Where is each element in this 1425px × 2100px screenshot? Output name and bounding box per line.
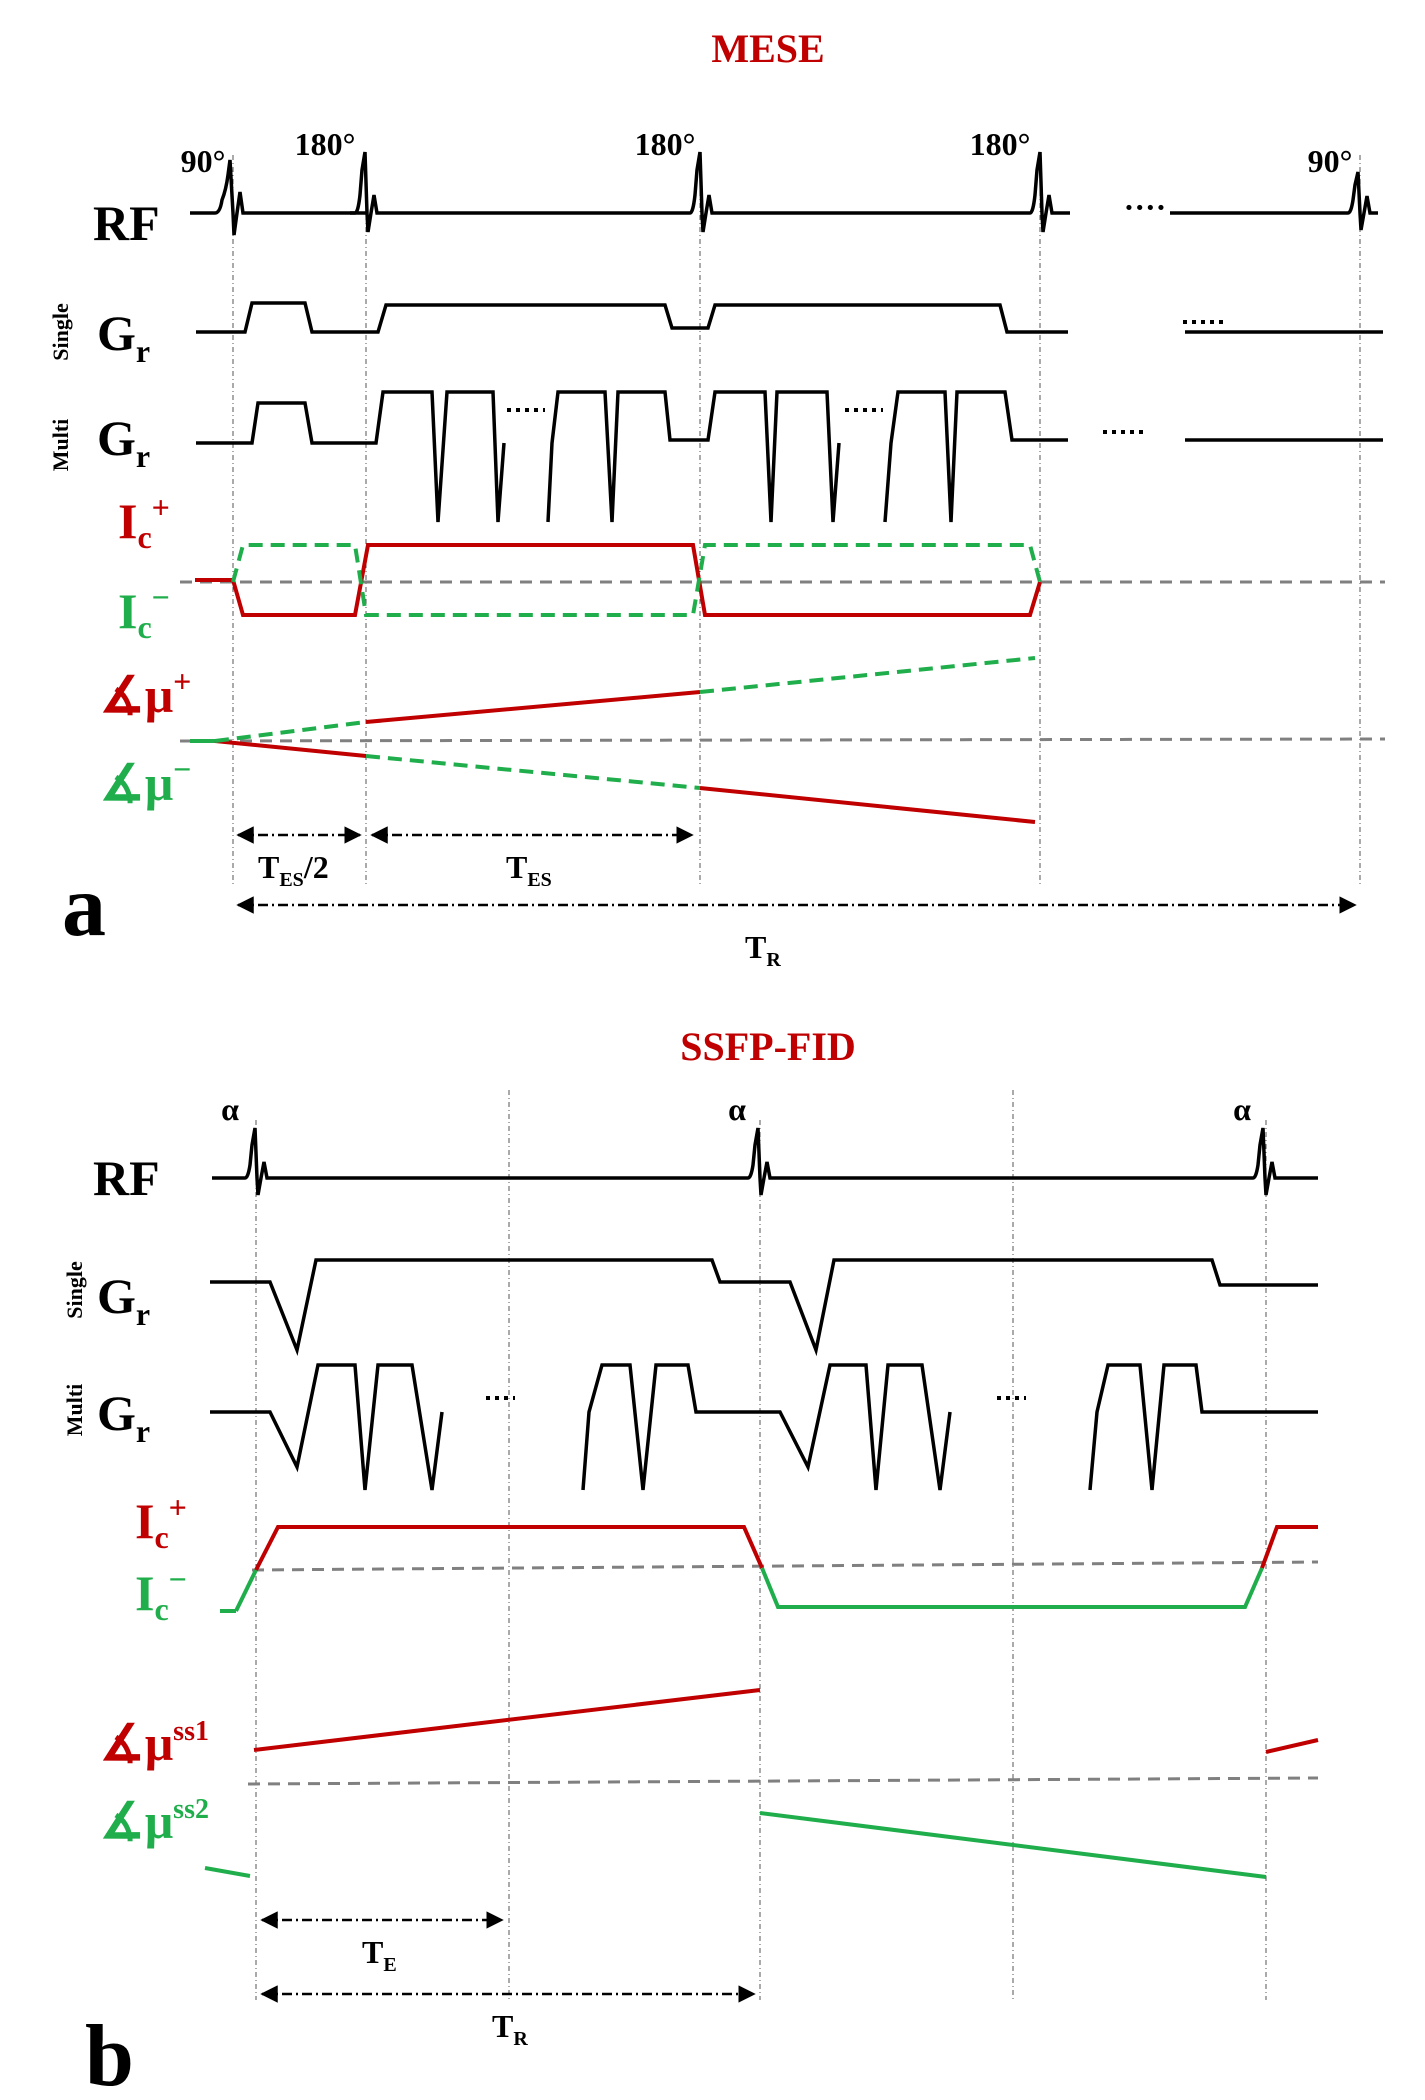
tes-half-label: TES/2 <box>258 849 329 891</box>
ic-plus-trace-b <box>254 1525 764 1571</box>
panel-b-label: b <box>85 2008 134 2100</box>
pulse-label-alpha-1: α <box>221 1091 239 1127</box>
panel-b-timing-guides <box>255 1090 1267 2000</box>
mu-ss2-label-b: ∡μss2 <box>100 1793 209 1849</box>
panel-a-label: a <box>62 858 106 955</box>
mu-ss1-trace-b <box>253 1688 761 1752</box>
pulse-label-180-3: 180° <box>970 126 1031 162</box>
gr-multi-waveform-b <box>210 1363 1318 1491</box>
pulse-label-90-2: 90° <box>1308 143 1353 179</box>
mu-red-seg-2 <box>365 690 701 724</box>
gr-single-label-b: Gr <box>97 1268 150 1332</box>
gr-single-waveform-b <box>210 1258 1318 1357</box>
mu-green-seg-1 <box>214 720 367 743</box>
panel-a-title: MESE <box>711 26 824 71</box>
rf-waveform-b <box>212 1127 1318 1196</box>
rf-waveform-a <box>190 151 1378 236</box>
gr-multi-label-a: Gr <box>97 410 150 474</box>
timing-arrows-b <box>260 1911 756 2003</box>
tes-label: TES <box>506 849 552 891</box>
ic-minus-trace-b <box>760 1567 1264 1609</box>
panel-b-title: SSFP-FID <box>680 1024 856 1069</box>
tr-label-b: TR <box>492 2008 528 2050</box>
ellipsis-rf-a: ···· <box>1124 189 1167 225</box>
mu-ss1-label-b: ∡μss1 <box>100 1715 209 1771</box>
panel-a-timing-guides <box>232 155 1361 885</box>
mu-ss1-end-b <box>1265 1738 1319 1754</box>
rf-label-b: RF <box>93 1150 160 1206</box>
ic-minus-label-b: Ic− <box>135 1561 187 1627</box>
ic-minus-label-a: Ic− <box>118 579 170 645</box>
ic-minus-trace-a <box>231 543 1042 617</box>
mu-baseline-b <box>247 1776 1319 1786</box>
pulse-label-180-2: 180° <box>635 126 696 162</box>
mu-red-seg-3 <box>699 786 1036 824</box>
panel-b: SSFP-FID α α α RF Gr Single Gr Multi Ic+ <box>62 1024 1319 2100</box>
ic-baseline-b <box>251 1560 1319 1572</box>
gr-single-waveform-a <box>196 301 1068 334</box>
mu-green-seg-2 <box>365 754 701 790</box>
single-label-b: Single <box>62 1261 87 1319</box>
pulse-label-180-1: 180° <box>295 126 356 162</box>
mu-baseline-a <box>179 737 1386 743</box>
ic-plus-label-a: Ic+ <box>118 489 170 555</box>
multi-label-a: Multi <box>48 419 73 472</box>
mu-red-seg-1 <box>214 739 367 758</box>
pulse-label-90-1: 90° <box>181 143 226 179</box>
gr-multi-label-b: Gr <box>97 1385 150 1449</box>
gr-multi-waveform-a <box>196 390 1383 523</box>
single-label-a: Single <box>48 303 73 361</box>
mu-minus-label-a: ∡μ− <box>100 751 191 811</box>
ic-plus-trace-a <box>195 543 1042 617</box>
panel-a: MESE 90° 180° 180° 180° 90° RF ···· Gr S… <box>48 26 1386 971</box>
pulse-label-alpha-3: α <box>1233 1091 1251 1127</box>
ic-plus-end-b <box>1260 1525 1318 1569</box>
mu-ss2-trace-b <box>759 1811 1267 1879</box>
te-label-b: TE <box>362 1934 397 1976</box>
multi-label-b: Multi <box>62 1384 87 1437</box>
mu-green-seg-3 <box>699 656 1036 694</box>
rf-label-a: RF <box>93 195 160 251</box>
ic-minus-rise-b <box>234 1569 258 1612</box>
ic-plus-label-b: Ic+ <box>135 1489 187 1555</box>
pulse-label-alpha-2: α <box>728 1091 746 1127</box>
mu-ss2-start-b <box>204 1866 251 1878</box>
mu-plus-label-a: ∡μ+ <box>100 663 191 723</box>
tr-label-a: TR <box>745 929 781 971</box>
gr-single-label-a: Gr <box>97 305 150 369</box>
timing-arrows-a <box>236 826 1357 914</box>
